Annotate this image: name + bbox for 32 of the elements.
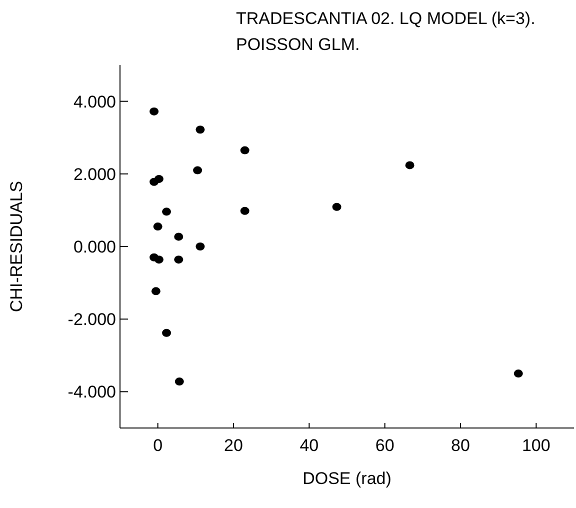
point — [174, 232, 184, 241]
x-tick-label: 100 — [522, 436, 550, 456]
point — [240, 146, 250, 154]
point — [151, 287, 160, 296]
x-tick-label: 80 — [451, 436, 470, 456]
y-tick-label: 2.000 — [73, 164, 116, 184]
point — [154, 256, 164, 264]
point — [514, 370, 523, 378]
point — [174, 256, 184, 264]
point — [174, 378, 184, 386]
y-tick-label: -4.000 — [68, 382, 116, 402]
x-tick-label: 20 — [224, 436, 243, 456]
y-axis-title: CHI-RESIDUALS — [7, 180, 26, 312]
x-axis-title: DOSE (rad) — [302, 469, 392, 488]
x-tick-label: 40 — [300, 436, 319, 456]
x-tick-label: 60 — [375, 436, 394, 456]
point — [154, 174, 164, 183]
point — [193, 166, 202, 174]
y-tick-label: 4.000 — [73, 92, 116, 112]
x-tick-label: 0 — [153, 436, 163, 456]
point — [405, 161, 414, 170]
point — [196, 126, 205, 134]
y-tick-label: -2.000 — [68, 310, 116, 330]
point — [153, 222, 162, 231]
point — [196, 242, 205, 250]
point — [150, 107, 159, 116]
point — [332, 202, 342, 211]
point — [162, 328, 172, 337]
point — [162, 208, 172, 216]
chart-title: TRADESCANTIA 02. LQ MODEL (k=3). POISSON GLM. — [236, 8, 536, 56]
y-tick-label: 0.000 — [73, 238, 116, 257]
point — [240, 206, 250, 215]
